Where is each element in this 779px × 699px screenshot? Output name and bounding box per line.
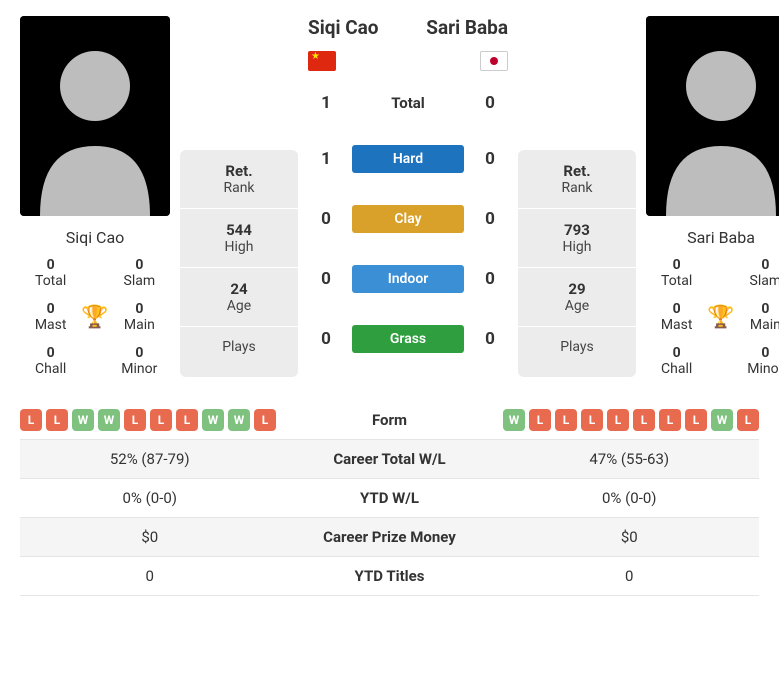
flags-row (308, 49, 508, 73)
form-left: LLWWLLLWWL (20, 409, 290, 431)
form-chip[interactable]: L (581, 409, 603, 431)
h2h-total: 1 Total 0 (308, 93, 508, 113)
rank-age: 29Age (518, 268, 636, 327)
form-chip[interactable]: L (659, 409, 681, 431)
stat-minor: 0Minor (109, 345, 170, 377)
h2h-name-left: Siqi Cao (308, 16, 379, 39)
surface-indoor[interactable]: Indoor (352, 265, 464, 293)
surface-hard[interactable]: Hard (352, 145, 464, 173)
stat-row: $0Career Prize Money$0 (20, 518, 759, 557)
h2h-name-right: Sari Baba (426, 16, 508, 39)
h2h-clay: 0 Clay 0 (308, 205, 508, 233)
rank-high: 793High (518, 209, 636, 268)
silhouette-icon (20, 16, 170, 216)
titles-grid-right: 0Total 0Slam 0Mast 🏆 0Main 0Chall 0Minor (646, 257, 779, 377)
form-chip[interactable]: W (72, 409, 94, 431)
form-chip[interactable]: W (98, 409, 120, 431)
form-chip[interactable]: L (529, 409, 551, 431)
surface-clay[interactable]: Clay (352, 205, 464, 233)
h2h-left: 1 (308, 93, 344, 113)
stat-row: 0YTD Titles0 (20, 557, 759, 596)
rank-ret: Ret.Rank (180, 150, 298, 209)
stat-slam: 0Slam (109, 257, 170, 289)
player-name-right: Sari Baba (646, 228, 779, 247)
player-card-left: Siqi Cao 0Total 0Slam 0Mast 🏆 0Main 0Cha… (20, 16, 170, 377)
stat-left: 52% (87-79) (20, 450, 280, 468)
form-chip[interactable]: W (711, 409, 733, 431)
form-chip[interactable]: L (254, 409, 276, 431)
form-right: WLLLLLLLWL (490, 409, 760, 431)
stat-mast: 0Mast (20, 301, 81, 333)
stat-left: 0% (0-0) (20, 489, 280, 507)
stat-label: YTD Titles (280, 567, 500, 585)
h2h-right: 0 (472, 93, 508, 113)
stat-label: Career Total W/L (280, 450, 500, 468)
rank-age: 24Age (180, 268, 298, 327)
surface-grass[interactable]: Grass (352, 325, 464, 353)
rank-ret: Ret.Rank (518, 150, 636, 209)
flag-left (308, 51, 336, 71)
stat-mast: 0Mast (646, 301, 707, 333)
stat-right: $0 (500, 528, 760, 546)
names-row: Siqi Cao Sari Baba (308, 16, 508, 39)
stat-minor: 0Minor (735, 345, 779, 377)
form-chip[interactable]: L (150, 409, 172, 431)
stat-right: 0% (0-0) (500, 489, 760, 507)
form-chip[interactable]: L (633, 409, 655, 431)
form-chip[interactable]: W (202, 409, 224, 431)
stat-chall: 0Chall (646, 345, 707, 377)
form-chip[interactable]: L (685, 409, 707, 431)
player-card-right: Sari Baba 0Total 0Slam 0Mast 🏆 0Main 0Ch… (646, 16, 779, 377)
player-name-left: Siqi Cao (20, 228, 170, 247)
stat-total: 0Total (20, 257, 81, 289)
stat-row: 52% (87-79)Career Total W/L47% (55-63) (20, 440, 759, 479)
stat-total: 0Total (646, 257, 707, 289)
titles-grid-left: 0Total 0Slam 0Mast 🏆 0Main 0Chall 0Minor (20, 257, 170, 377)
player-photo-left (20, 16, 170, 216)
form-chip[interactable]: L (46, 409, 68, 431)
stat-left: $0 (20, 528, 280, 546)
trophy-icon: 🏆 (81, 305, 108, 330)
stat-main: 0Main (735, 301, 779, 333)
rank-plays: Plays (518, 327, 636, 367)
h2h-indoor: 0 Indoor 0 (308, 265, 508, 293)
h2h-column: Siqi Cao Sari Baba 1 Total 0 1 Hard 0 0 … (308, 16, 508, 377)
stat-main: 0Main (109, 301, 170, 333)
player-photo-right (646, 16, 779, 216)
form-chip[interactable]: W (228, 409, 250, 431)
rank-card-left: Ret.Rank 544High 24Age Plays (180, 150, 298, 377)
form-chip[interactable]: L (607, 409, 629, 431)
rank-plays: Plays (180, 327, 298, 367)
stat-chall: 0Chall (20, 345, 81, 377)
rank-high: 544High (180, 209, 298, 268)
stat-row: 0% (0-0)YTD W/L0% (0-0) (20, 479, 759, 518)
stat-left: 0 (20, 567, 280, 585)
form-label: Form (290, 411, 490, 429)
h2h-label: Total (352, 94, 464, 112)
form-chip[interactable]: L (555, 409, 577, 431)
stat-right: 0 (500, 567, 760, 585)
form-chip[interactable]: L (20, 409, 42, 431)
form-chip[interactable]: L (737, 409, 759, 431)
flag-right (480, 51, 508, 71)
form-chip[interactable]: L (124, 409, 146, 431)
h2h-grass: 0 Grass 0 (308, 325, 508, 353)
stat-slam: 0Slam (735, 257, 779, 289)
trophy-icon: 🏆 (707, 305, 734, 330)
rank-card-right: Ret.Rank 793High 29Age Plays (518, 150, 636, 377)
stat-right: 47% (55-63) (500, 450, 760, 468)
stats-table: 52% (87-79)Career Total W/L47% (55-63)0%… (20, 440, 759, 596)
h2h-hard: 1 Hard 0 (308, 145, 508, 173)
stat-label: YTD W/L (280, 489, 500, 507)
form-chip[interactable]: W (503, 409, 525, 431)
top-section: Siqi Cao 0Total 0Slam 0Mast 🏆 0Main 0Cha… (20, 16, 759, 377)
stat-label: Career Prize Money (280, 528, 500, 546)
silhouette-icon (646, 16, 779, 216)
form-section: LLWWLLLWWL Form WLLLLLLLWL (20, 401, 759, 440)
form-chip[interactable]: L (176, 409, 198, 431)
